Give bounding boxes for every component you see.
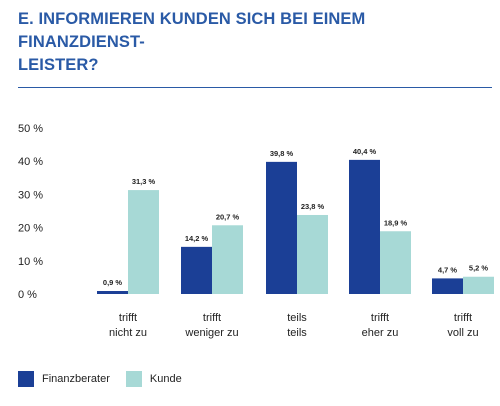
data-label: 39,8 % xyxy=(270,149,294,158)
bar-finanzberater xyxy=(97,291,128,294)
category-label: teils xyxy=(287,327,307,339)
data-label: 4,7 % xyxy=(438,265,458,274)
data-label: 0,9 % xyxy=(103,278,123,287)
data-label: 23,8 % xyxy=(301,202,325,211)
y-tick-label: 0 % xyxy=(18,289,37,301)
category-label: eher zu xyxy=(362,327,399,339)
chart-title: E. INFORMIEREN KUNDEN SICH BEI EINEM FIN… xyxy=(18,8,488,77)
data-label: 5,2 % xyxy=(469,264,489,273)
data-label: 18,9 % xyxy=(384,218,408,227)
category-label: teils xyxy=(287,312,307,324)
y-tick-label: 40 % xyxy=(18,156,43,168)
legend-swatch-finanzberater xyxy=(18,371,34,387)
bar-finanzberater xyxy=(181,246,212,294)
data-label: 31,3 % xyxy=(132,177,156,186)
bar-finanzberater xyxy=(349,159,380,294)
y-tick-label: 10 % xyxy=(18,256,43,268)
y-tick-label: 50 % xyxy=(18,123,43,135)
category-label: trifft xyxy=(371,312,389,324)
data-label: 14,2 % xyxy=(185,234,209,243)
category-label: trifft xyxy=(119,312,137,324)
category-label: voll zu xyxy=(447,327,478,339)
category-label: trifft xyxy=(454,312,472,324)
y-tick-label: 20 % xyxy=(18,223,43,235)
data-label: 20,7 % xyxy=(216,212,240,221)
bar-finanzberater xyxy=(266,161,297,294)
y-tick-label: 30 % xyxy=(18,189,43,201)
bar-finanzberater xyxy=(432,278,463,294)
legend-item-kunde: Kunde xyxy=(125,371,182,387)
category-label: weniger zu xyxy=(184,327,238,339)
bar-kunde xyxy=(380,231,411,294)
legend: Finanzberater Kunde xyxy=(18,369,198,389)
bar-kunde xyxy=(128,190,159,294)
legend-swatch-kunde xyxy=(125,371,142,387)
title-line-1: E. INFORMIEREN KUNDEN SICH BEI EINEM FIN… xyxy=(18,10,366,51)
bar-kunde xyxy=(212,225,243,294)
bar-kunde xyxy=(297,214,328,294)
bar-kunde xyxy=(463,276,494,294)
title-divider xyxy=(18,87,492,88)
legend-label-finanzberater: Finanzberater xyxy=(42,373,110,385)
data-label: 40,4 % xyxy=(353,147,377,156)
category-label: trifft xyxy=(203,312,221,324)
legend-label-kunde: Kunde xyxy=(149,373,182,385)
title-line-2: LEISTER? xyxy=(18,56,99,74)
legend-item-finanzberater: Finanzberater xyxy=(18,371,110,387)
category-label: nicht zu xyxy=(109,327,147,339)
